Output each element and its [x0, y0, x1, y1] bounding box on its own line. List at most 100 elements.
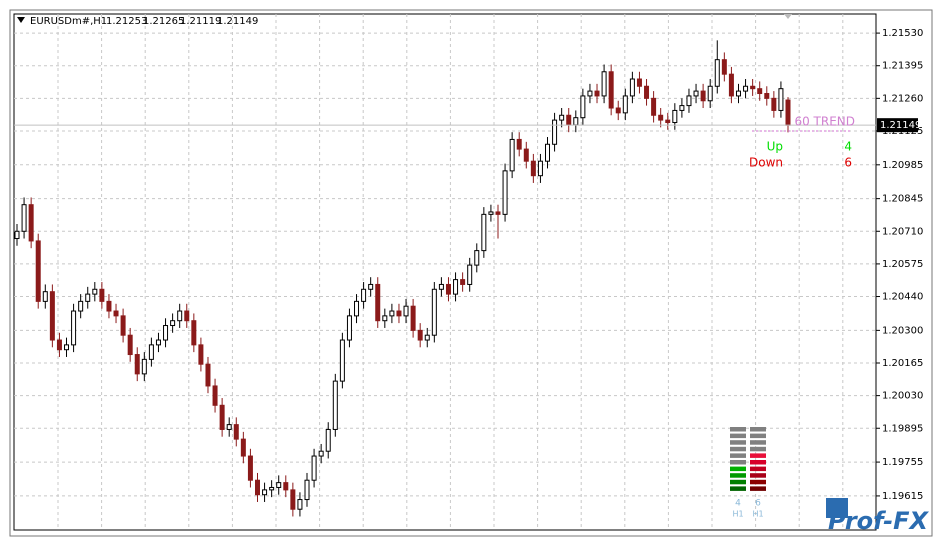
price-tag-label: 1.21149 — [880, 120, 921, 131]
candle-body — [495, 211, 501, 215]
candle-body — [474, 250, 480, 266]
candle-body — [120, 315, 126, 336]
candle-body — [686, 95, 692, 107]
up-label: Up — [767, 140, 783, 154]
candle-body — [290, 489, 296, 510]
meter-bar — [730, 466, 746, 472]
candle-body — [240, 438, 246, 457]
candle-body — [297, 499, 303, 510]
candle-body — [205, 363, 211, 387]
candle-body — [467, 264, 473, 285]
candle-body — [566, 114, 572, 126]
meter-bar — [730, 446, 746, 452]
candle-body — [283, 482, 289, 491]
candle-body — [502, 170, 508, 215]
y-tick-label: 1.20440 — [882, 292, 923, 303]
candle-body — [481, 213, 487, 252]
meter-bar — [750, 473, 766, 478]
candle-body — [262, 489, 268, 496]
candle-body — [523, 148, 529, 162]
candle-body — [417, 329, 423, 341]
y-tick-label: 1.20165 — [882, 358, 923, 369]
quote-open: 1.21253 — [106, 16, 147, 27]
candle-body — [106, 300, 112, 312]
candle-body — [665, 119, 671, 124]
meter-bar — [750, 479, 766, 485]
candle-body — [382, 315, 388, 322]
meter-bar — [750, 460, 766, 465]
candle-body — [707, 85, 713, 102]
candle-body — [64, 344, 70, 351]
meter-up-count: 4 — [735, 499, 741, 509]
candle-body — [198, 344, 204, 365]
meter-bar — [750, 427, 766, 432]
candle-body — [141, 358, 147, 375]
meter-bar — [730, 440, 746, 445]
candle-body — [700, 90, 706, 102]
meter-bar — [730, 433, 746, 439]
meter-bar — [750, 466, 766, 472]
candle-body — [42, 291, 48, 302]
down-value: 6 — [844, 156, 852, 170]
candle-body — [389, 310, 395, 317]
y-tick-label: 1.19895 — [882, 423, 923, 434]
y-tick-label: 1.20300 — [882, 325, 923, 336]
y-tick-label: 1.21260 — [882, 93, 923, 104]
y-tick-label: 1.20710 — [882, 226, 923, 237]
candle-body — [332, 380, 338, 430]
candle-body — [672, 109, 678, 124]
quote-high: 1.21265 — [143, 16, 184, 27]
y-tick-label: 1.21395 — [882, 61, 923, 72]
candle-body — [78, 300, 84, 312]
meter-bar — [730, 479, 746, 485]
candle-body — [509, 138, 515, 172]
candle-body — [750, 85, 756, 90]
candle-body — [368, 283, 374, 290]
candle-body — [311, 455, 317, 481]
candle-body — [651, 97, 657, 116]
up-value: 4 — [844, 140, 852, 154]
candle-body — [14, 230, 20, 240]
candle-body — [537, 160, 543, 177]
candle-body — [559, 114, 565, 121]
candle-body — [219, 404, 225, 430]
meter-bar — [730, 473, 746, 478]
meter-bar — [750, 440, 766, 445]
candle-body — [113, 310, 119, 317]
logo: Prof-FX — [828, 507, 930, 535]
candle-body — [721, 59, 727, 75]
candle-body — [644, 85, 650, 99]
y-tick-label: 1.20575 — [882, 259, 923, 270]
meter-bar — [750, 453, 766, 458]
y-tick-label: 1.21530 — [882, 28, 923, 39]
candle-body — [155, 339, 161, 346]
menu-arrow[interactable] — [17, 17, 25, 23]
candle-body — [771, 97, 777, 111]
candle-body — [460, 279, 466, 285]
candle-body — [99, 288, 105, 302]
candle-body — [530, 160, 536, 177]
candle-body — [743, 85, 749, 92]
candle-body — [615, 107, 621, 114]
candle-body — [622, 95, 628, 114]
candle-body — [453, 279, 459, 295]
meter-bar — [750, 486, 766, 491]
meter-bar — [730, 486, 746, 491]
candle-body — [28, 204, 34, 242]
candle-body — [629, 78, 635, 97]
candle-body — [361, 288, 367, 302]
candle-body — [71, 310, 77, 346]
candle-body — [35, 240, 41, 302]
candle-body — [403, 305, 409, 317]
candle-body — [636, 78, 642, 87]
y-tick-label: 1.19615 — [882, 491, 923, 502]
candle-body — [714, 59, 720, 87]
meter-bar — [730, 427, 746, 432]
candle-body — [127, 334, 133, 356]
candle-body — [573, 117, 579, 126]
candle-body — [325, 428, 331, 452]
candle-body — [354, 300, 360, 317]
y-tick-label: 1.20030 — [882, 391, 923, 402]
candle-body — [438, 283, 444, 290]
